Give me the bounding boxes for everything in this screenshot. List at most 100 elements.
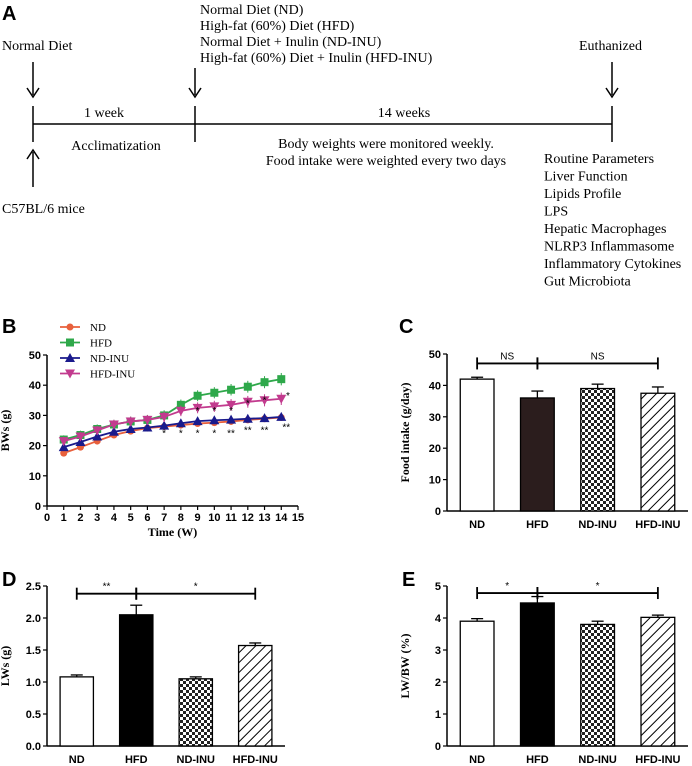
data-point xyxy=(276,394,287,404)
x-tick-label: 12 xyxy=(242,512,254,524)
y-tick-label: 0 xyxy=(435,741,441,753)
x-tick-label: 3 xyxy=(94,512,100,524)
significance-star: * xyxy=(196,429,200,440)
data-point xyxy=(159,412,170,422)
data-point xyxy=(226,414,237,424)
data-point xyxy=(209,415,220,425)
panel-c-letter: C xyxy=(399,316,413,338)
down-arrow-euth-icon xyxy=(605,62,619,99)
significance-star: ** xyxy=(261,426,269,437)
significance-star: ** xyxy=(227,429,235,440)
bar-hfd xyxy=(519,397,555,512)
category-label: ND-INU xyxy=(578,519,617,531)
x-tick-label: 5 xyxy=(128,512,134,524)
bar-hfd-inu xyxy=(640,616,676,747)
measures-list: Routine Parameters Liver Function Lipids P… xyxy=(544,152,681,290)
legend-item: ND-INU xyxy=(60,353,129,365)
significance-bracket: * xyxy=(135,582,257,600)
data-point xyxy=(193,391,202,400)
y-tick-label: 1.0 xyxy=(26,677,41,689)
category-label: ND-INU xyxy=(578,754,617,766)
monitor-line: Food intake were weighted every two days xyxy=(266,154,506,169)
data-point xyxy=(242,413,253,423)
data-point xyxy=(242,397,253,407)
y-tick-label: 10 xyxy=(429,475,441,487)
y-tick-label: 50 xyxy=(29,350,41,362)
data-point xyxy=(108,420,119,430)
category-label: HFD-INU xyxy=(635,754,680,766)
significance-star: * xyxy=(162,429,166,440)
y-axis-label: LWs (g) xyxy=(0,646,12,687)
significance-star: * xyxy=(246,398,250,409)
category-label: ND xyxy=(469,519,485,531)
y-tick-label: 0 xyxy=(435,506,441,518)
significance-star: * xyxy=(229,406,233,417)
significance-label: * xyxy=(505,581,509,592)
category-label: ND xyxy=(469,754,485,766)
data-point xyxy=(226,400,237,410)
measure-item: LPS xyxy=(544,205,568,220)
legend-label: ND xyxy=(90,322,106,334)
panel-d-liver-weight-chart: D 0.0 0.5 1.0 1.5 2.0 2.5 LWs (g) ND HFD ND-INU HFD… xyxy=(0,569,285,766)
measure-item: Lipids Profile xyxy=(544,187,621,202)
y-axis-label: BWs (g) xyxy=(0,410,12,452)
panel-b-letter: B xyxy=(2,316,16,338)
y-tick-label: 50 xyxy=(429,349,441,361)
y-tick-label: 20 xyxy=(29,441,41,453)
series-nd-inu xyxy=(58,411,287,452)
data-point xyxy=(175,406,186,416)
measure-item: Inflammatory Cytokines xyxy=(544,257,681,272)
significance-label: ** xyxy=(103,582,111,593)
legend-item: ND xyxy=(60,322,106,334)
x-tick-label: 11 xyxy=(225,512,237,524)
significance-star: * xyxy=(286,391,290,402)
significance-star: * xyxy=(212,429,216,440)
down-arrow-left-icon xyxy=(26,62,40,99)
y-tick-label: 4 xyxy=(435,613,442,625)
measure-item: Liver Function xyxy=(544,170,628,185)
monitor-line: Body weights were monitored weekly. xyxy=(278,137,494,152)
x-tick-label: 14 xyxy=(275,512,288,524)
x-tick-label: 4 xyxy=(111,512,118,524)
y-tick-label: 2.0 xyxy=(26,613,41,625)
series-hfd-inu xyxy=(58,392,287,447)
measure-item: Routine Parameters xyxy=(544,152,654,167)
data-point xyxy=(259,413,270,423)
up-arrow-mice-icon xyxy=(26,148,40,187)
y-tick-label: 30 xyxy=(29,410,41,422)
bar-hfd xyxy=(118,614,154,747)
significance-star: * xyxy=(196,406,200,417)
data-point xyxy=(142,415,153,425)
y-tick-label: 30 xyxy=(429,412,441,424)
data-point xyxy=(276,411,287,421)
significance-label: NS xyxy=(591,351,605,362)
x-tick-label: 15 xyxy=(292,512,304,524)
y-tick-label: 0.0 xyxy=(26,741,41,753)
legend-marker xyxy=(65,353,75,362)
week1-label: 1 week xyxy=(84,106,124,121)
significance-star: ** xyxy=(282,423,290,434)
bar-nd-inu xyxy=(178,678,214,747)
y-tick-label: 3 xyxy=(435,645,441,657)
significance-bracket: * xyxy=(536,581,659,600)
y-tick-label: 0 xyxy=(35,501,41,513)
panel-a-letter: A xyxy=(2,3,16,25)
significance-bracket: NS xyxy=(536,351,659,370)
diet-line: Normal Diet + Inulin (ND-INU) xyxy=(200,35,382,50)
panel-e-liver-body-ratio-chart: E 0 1 2 3 4 5 LW/BW (%) ND HFD ND-INU HFD-INU * * xyxy=(398,569,688,766)
legend-marker xyxy=(65,369,75,379)
legend-item: HFD-INU xyxy=(60,369,135,381)
y-tick-label: 1 xyxy=(435,709,441,721)
data-point xyxy=(192,416,203,426)
x-tick-label: 2 xyxy=(77,512,83,524)
y-tick-label: 10 xyxy=(29,471,41,483)
data-point xyxy=(243,382,252,391)
data-point xyxy=(58,437,69,447)
y-tick-label: 2 xyxy=(435,677,441,689)
y-tick-label: 20 xyxy=(429,443,441,455)
significance-star: * xyxy=(212,406,216,417)
bar-nd-inu xyxy=(580,387,616,512)
significance-label: * xyxy=(596,581,600,592)
y-tick-label: 40 xyxy=(429,380,441,392)
